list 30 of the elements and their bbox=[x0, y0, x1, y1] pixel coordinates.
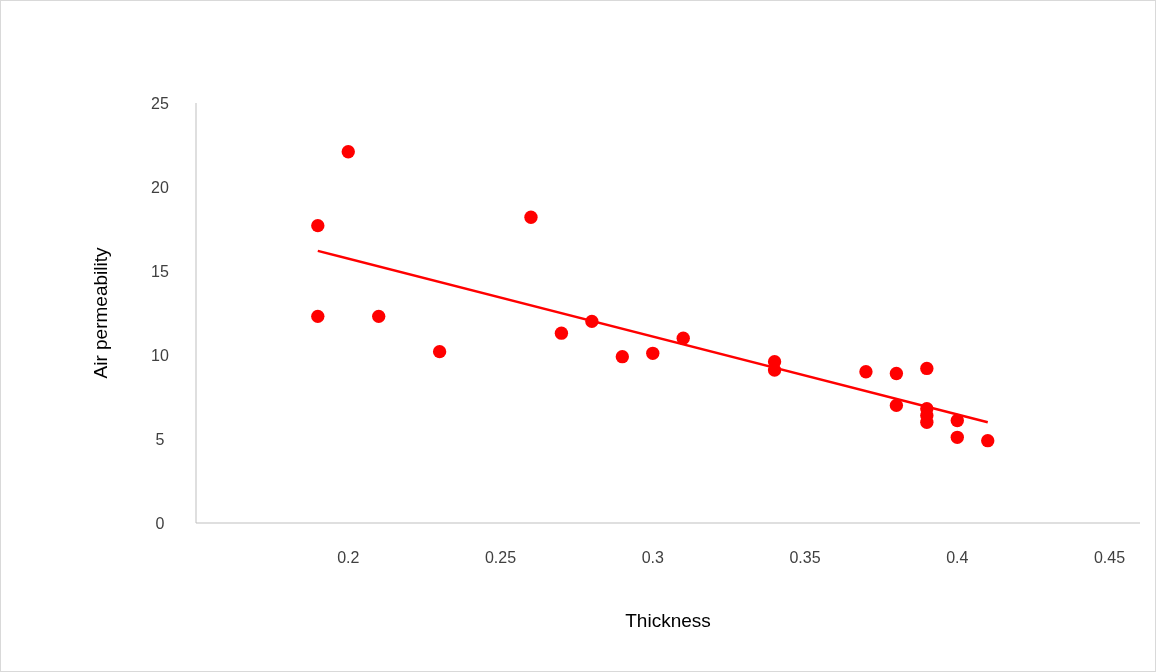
point bbox=[889, 398, 904, 413]
x-tick-label: 0.3 bbox=[641, 549, 664, 566]
y-tick-label: 5 bbox=[155, 431, 165, 448]
x-tick-label: 0.4 bbox=[946, 549, 969, 566]
point bbox=[889, 366, 904, 381]
point bbox=[341, 145, 355, 159]
point bbox=[950, 430, 964, 444]
x-tick-label: 0.25 bbox=[484, 549, 517, 566]
point bbox=[646, 346, 660, 360]
point bbox=[859, 365, 873, 379]
y-axis-title: Air permeability bbox=[90, 247, 111, 379]
x-tick-label: 0.45 bbox=[1093, 549, 1126, 566]
point bbox=[372, 309, 386, 324]
point bbox=[311, 218, 325, 233]
point bbox=[920, 361, 934, 376]
point bbox=[311, 309, 325, 324]
point bbox=[432, 344, 447, 359]
x-tick-label: 0.2 bbox=[337, 549, 360, 566]
y-tick-label: 15 bbox=[151, 263, 169, 280]
point bbox=[615, 350, 629, 364]
y-tick-label: 10 bbox=[151, 347, 169, 364]
point bbox=[554, 326, 569, 340]
y-tick-label: 0 bbox=[155, 515, 165, 532]
point bbox=[981, 434, 995, 448]
y-tick-label: 20 bbox=[151, 179, 169, 196]
point bbox=[524, 210, 538, 224]
y-tick-label: 25 bbox=[151, 95, 169, 112]
x-tick-label: 0.35 bbox=[789, 549, 821, 566]
point bbox=[950, 413, 964, 428]
x-axis-title: Thickness bbox=[625, 610, 711, 631]
